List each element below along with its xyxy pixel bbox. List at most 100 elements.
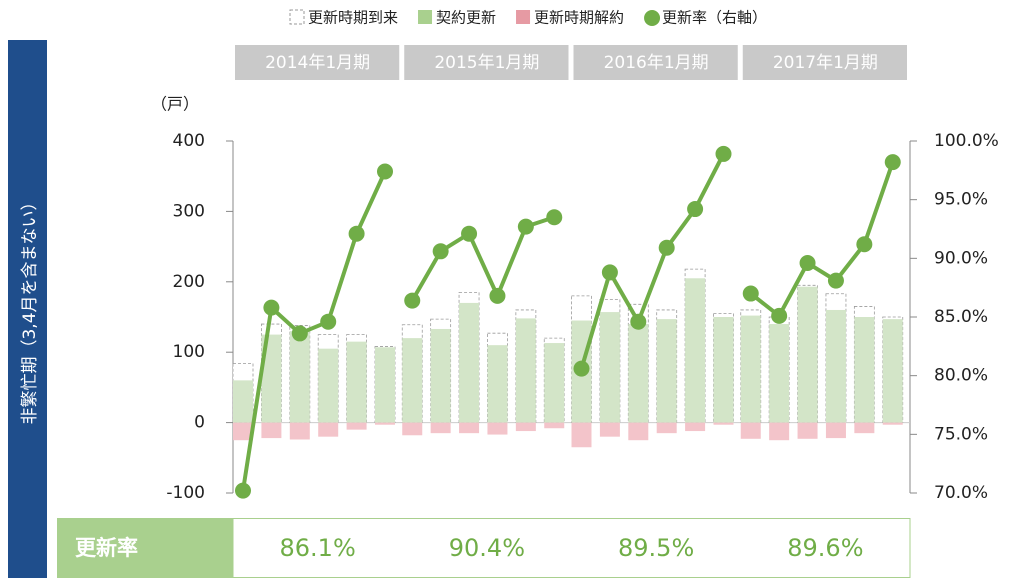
cancel-bar — [713, 422, 734, 425]
cancel-bar — [289, 422, 310, 440]
renewal-bar — [346, 341, 367, 423]
renewal-bar — [713, 317, 734, 423]
cancel-bar — [825, 422, 846, 439]
cancel-bar — [515, 422, 536, 432]
y2-tick-label: 95.0% — [934, 190, 988, 210]
rate-point — [517, 218, 534, 235]
renewal-bar — [854, 317, 875, 423]
period-header — [573, 45, 738, 80]
cancel-bar — [544, 422, 565, 429]
period-label: 2014年1月期 — [265, 53, 370, 73]
y2-tick-label: 100.0% — [934, 131, 999, 151]
y2-tick-label: 70.0% — [934, 483, 988, 503]
legend-label: 更新時期解約 — [534, 9, 624, 27]
period-label: 2016年1月期 — [604, 53, 709, 73]
rate-point — [377, 163, 393, 180]
y2-tick-label: 75.0% — [934, 424, 988, 444]
table-header-cell — [57, 518, 233, 578]
rate-point — [799, 255, 816, 272]
y-tick-label: 0 — [194, 413, 205, 433]
summary-value: 90.4% — [449, 534, 525, 562]
cancel-bar — [487, 422, 508, 435]
rate-point — [291, 325, 308, 342]
cancel-bar — [261, 422, 282, 439]
renewal-bar — [487, 345, 508, 423]
renewal-bar — [882, 319, 903, 423]
y2-tick-label: 80.0% — [934, 366, 988, 386]
rate-point — [630, 313, 647, 330]
cancel-bar — [685, 422, 706, 432]
cancel-bar — [459, 422, 480, 434]
legend-swatch — [289, 9, 305, 25]
rate-point — [856, 236, 873, 253]
cancel-bar — [375, 422, 395, 425]
renewal-bar — [544, 343, 565, 423]
side-band — [8, 40, 47, 578]
legend-swatch — [516, 10, 531, 24]
cancel-bar — [882, 422, 903, 425]
rate-point — [235, 482, 251, 499]
summary-value: 89.5% — [618, 534, 694, 562]
rate-line — [749, 161, 895, 318]
renewal-bar — [459, 302, 480, 423]
cancel-bar — [571, 422, 592, 448]
legend-label: 契約更新 — [436, 9, 496, 27]
y-tick-label: -100 — [166, 483, 205, 503]
cancel-bar — [233, 422, 253, 441]
rate-point — [461, 225, 478, 242]
period-header — [404, 45, 569, 80]
rate-point — [715, 145, 732, 162]
y-tick-label: 100 — [173, 342, 205, 362]
rate-point — [771, 307, 788, 324]
table-header: 更新率 — [75, 536, 138, 560]
rate-point — [884, 154, 901, 171]
rate-line — [241, 170, 387, 491]
cancel-bar — [740, 422, 761, 439]
renewal-bar — [430, 328, 451, 423]
cancel-bar — [769, 422, 790, 441]
cancel-bar — [656, 422, 677, 434]
rate-point — [489, 287, 506, 304]
renewal-bar — [656, 319, 677, 423]
cancel-bar — [346, 422, 367, 430]
summary-value: 86.1% — [280, 534, 356, 562]
legend-label: 更新時期到来 — [308, 9, 398, 27]
renewal-bar — [685, 278, 706, 423]
renewal-bar — [825, 309, 846, 423]
rate-point — [263, 299, 280, 316]
cancel-bar — [797, 422, 818, 439]
renewal-bar — [233, 380, 253, 423]
summary-value: 89.6% — [787, 534, 863, 562]
legend-swatch — [418, 10, 433, 24]
renewal-bar — [769, 324, 790, 423]
cancel-bar — [402, 422, 423, 436]
y-tick-label: 400 — [173, 131, 205, 151]
cancel-bar — [318, 422, 339, 437]
rate-point — [546, 209, 563, 226]
rate-point — [432, 243, 449, 260]
renewal-bar — [375, 347, 395, 423]
rate-line — [579, 152, 726, 370]
renewal-bar — [515, 318, 536, 423]
cancel-bar — [430, 422, 451, 434]
renewal-bar — [402, 338, 423, 423]
side-label: 非繁忙期（3,4月を含まない） — [20, 193, 40, 424]
renewal-bar — [628, 324, 649, 423]
y-tick-label: 200 — [173, 272, 205, 292]
period-label: 2017年1月期 — [773, 53, 878, 73]
y2-tick-label: 85.0% — [934, 307, 988, 327]
rate-point — [658, 239, 675, 256]
cancel-bar — [854, 422, 875, 434]
period-header — [235, 45, 400, 80]
renewal-bar — [797, 286, 818, 423]
rate-point — [687, 201, 704, 218]
y-tick-label: 300 — [173, 201, 205, 221]
renewal-bar — [261, 334, 282, 423]
rate-point — [601, 264, 618, 281]
rate-point — [742, 285, 759, 302]
rate-point — [827, 272, 844, 289]
y-axis-label: （戸） — [151, 95, 199, 114]
period-label: 2015年1月期 — [434, 53, 539, 73]
rate-point — [348, 225, 365, 242]
